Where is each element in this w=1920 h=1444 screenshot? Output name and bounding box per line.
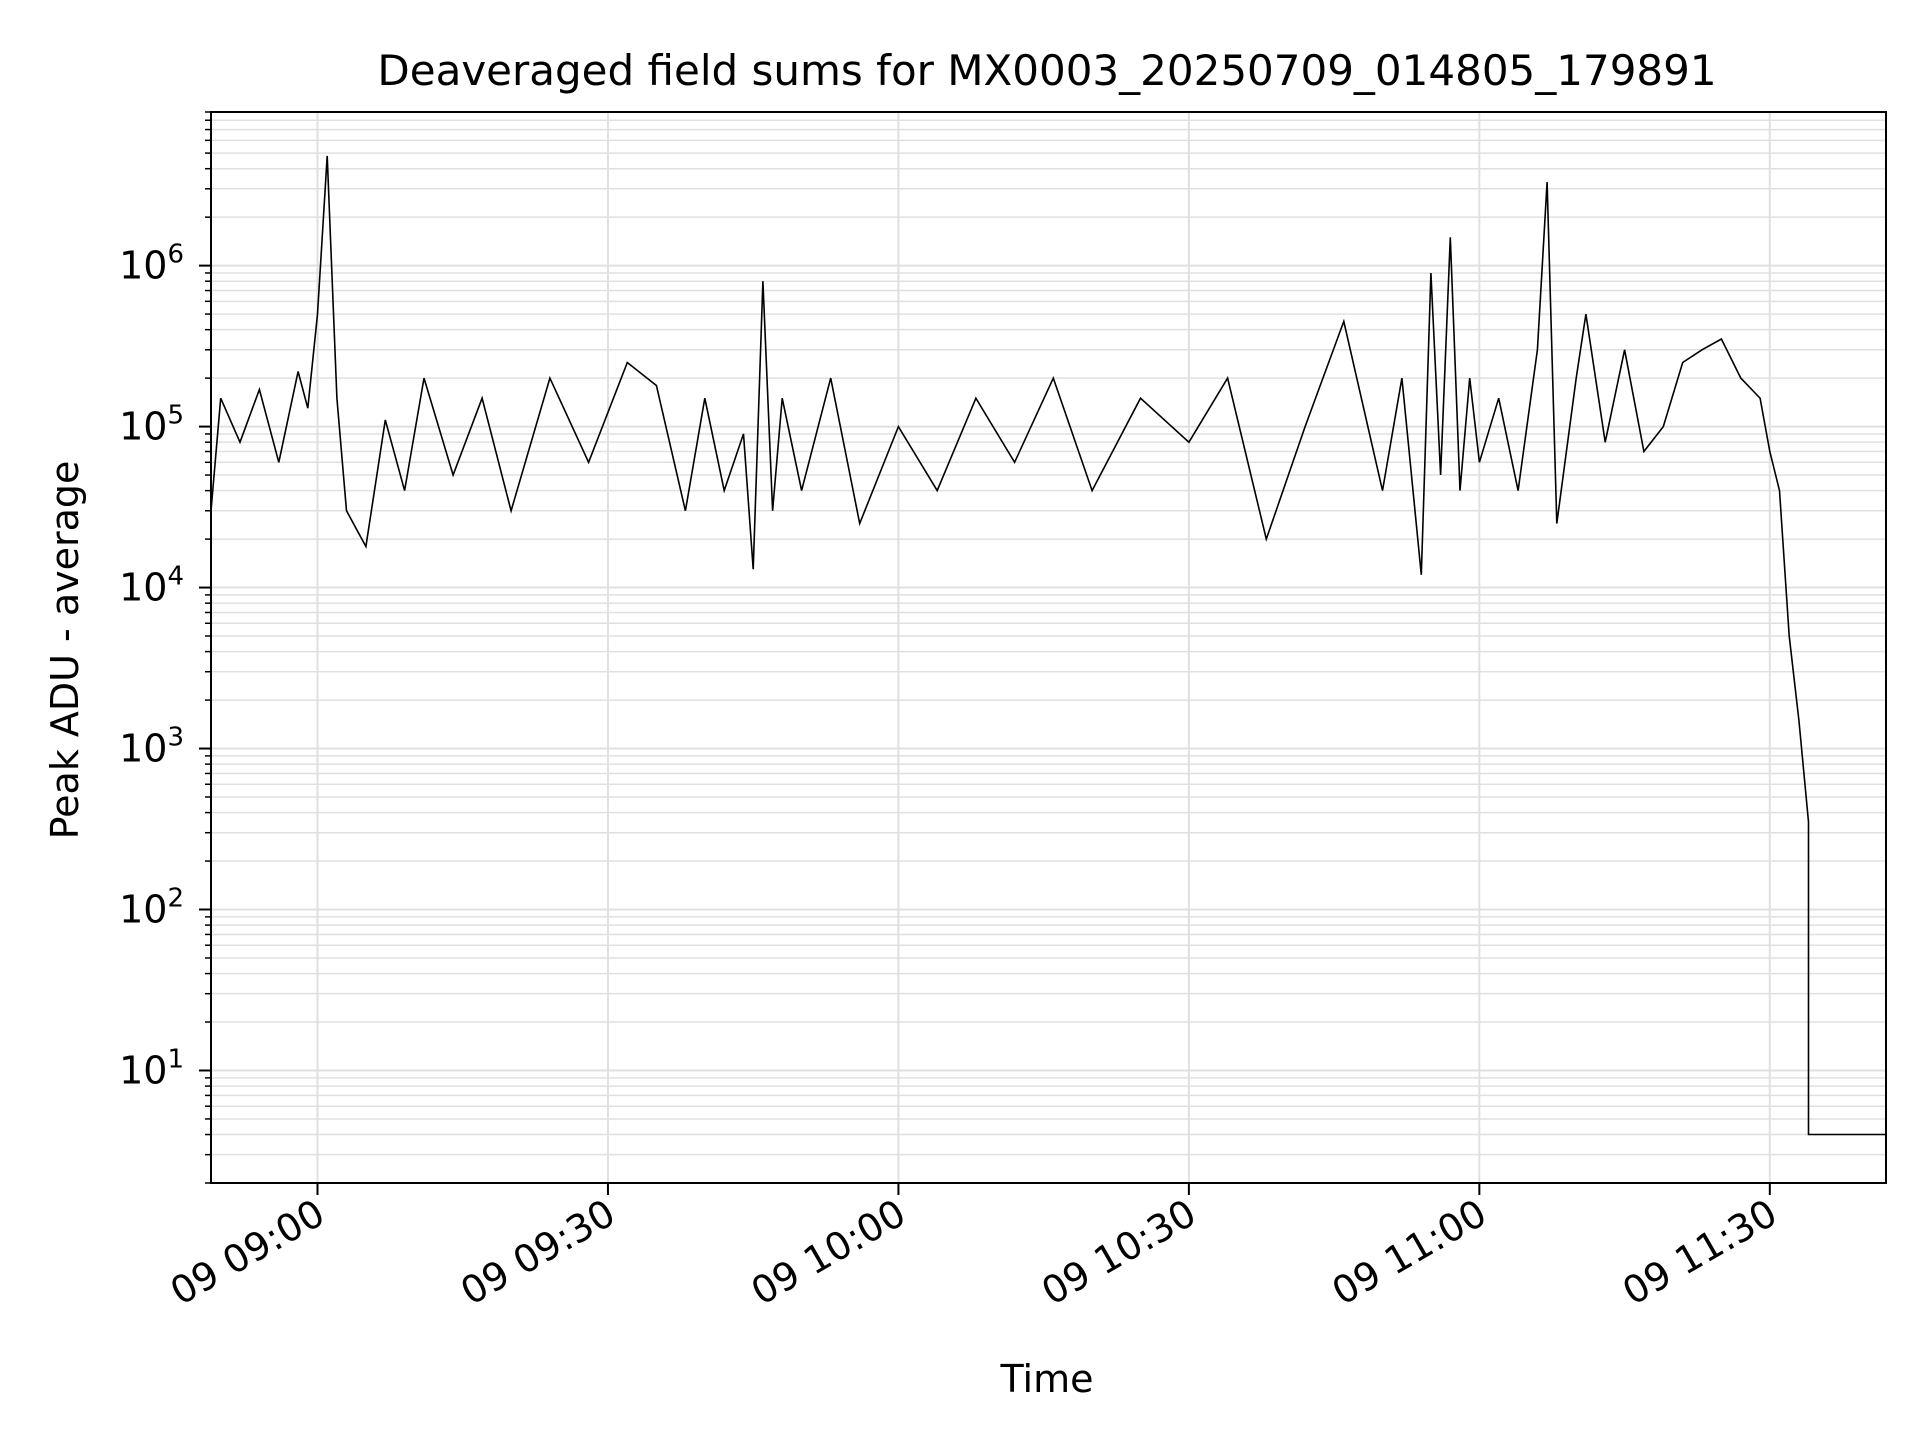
x-tick-label: 09 11:00 <box>1325 1191 1494 1314</box>
chart-title: Deaveraged field sums for MX0003_2025070… <box>377 46 1716 95</box>
x-tick-label: 09 09:30 <box>453 1191 622 1314</box>
y-tick-label: 106 <box>119 240 184 288</box>
y-tick-label: 103 <box>119 723 184 771</box>
x-tick-label: 09 09:00 <box>163 1191 332 1314</box>
y-tick-label: 101 <box>119 1044 184 1092</box>
y-tick-label: 102 <box>119 884 184 932</box>
x-axis-label: Time <box>1000 1357 1094 1401</box>
grid-layer <box>211 111 1886 1184</box>
y-axis-label: Peak ADU - average <box>43 461 87 840</box>
x-tick-label: 09 10:00 <box>744 1191 913 1314</box>
x-tick-label: 09 10:30 <box>1034 1191 1203 1314</box>
tick-layer: 101 102 103 104 105 106 09 09:00 09 09:30 09 10:… <box>119 111 1784 1314</box>
plot-area-frame <box>210 111 1887 1184</box>
x-tick-label: 09 11:30 <box>1615 1191 1784 1314</box>
y-tick-label: 105 <box>119 401 184 449</box>
series-line <box>210 155 1886 1136</box>
y-tick-label: 104 <box>119 562 184 610</box>
